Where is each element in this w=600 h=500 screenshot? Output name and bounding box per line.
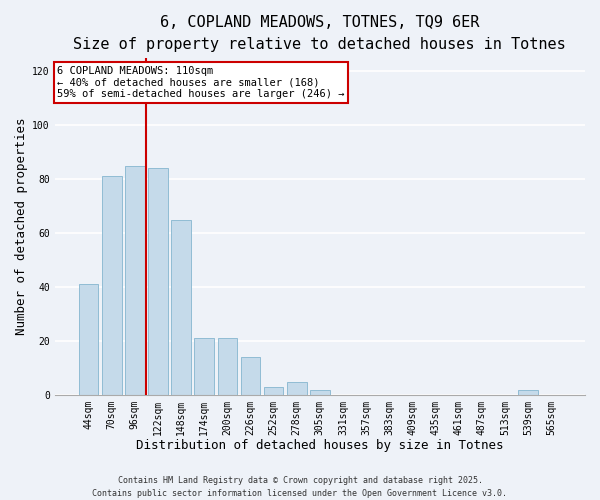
Bar — [241, 358, 260, 395]
Title: 6, COPLAND MEADOWS, TOTNES, TQ9 6ER
Size of property relative to detached houses: 6, COPLAND MEADOWS, TOTNES, TQ9 6ER Size… — [73, 15, 566, 52]
Bar — [102, 176, 122, 395]
Bar — [171, 220, 191, 395]
Bar — [79, 284, 98, 395]
Bar — [287, 382, 307, 395]
X-axis label: Distribution of detached houses by size in Totnes: Distribution of detached houses by size … — [136, 440, 503, 452]
Text: 6 COPLAND MEADOWS: 110sqm
← 40% of detached houses are smaller (168)
59% of semi: 6 COPLAND MEADOWS: 110sqm ← 40% of detac… — [58, 66, 345, 99]
Bar — [125, 166, 145, 395]
Bar — [148, 168, 168, 395]
Bar — [310, 390, 329, 395]
Bar — [264, 387, 283, 395]
Y-axis label: Number of detached properties: Number of detached properties — [15, 118, 28, 335]
Bar — [218, 338, 237, 395]
Text: Contains HM Land Registry data © Crown copyright and database right 2025.
Contai: Contains HM Land Registry data © Crown c… — [92, 476, 508, 498]
Bar — [194, 338, 214, 395]
Bar — [518, 390, 538, 395]
